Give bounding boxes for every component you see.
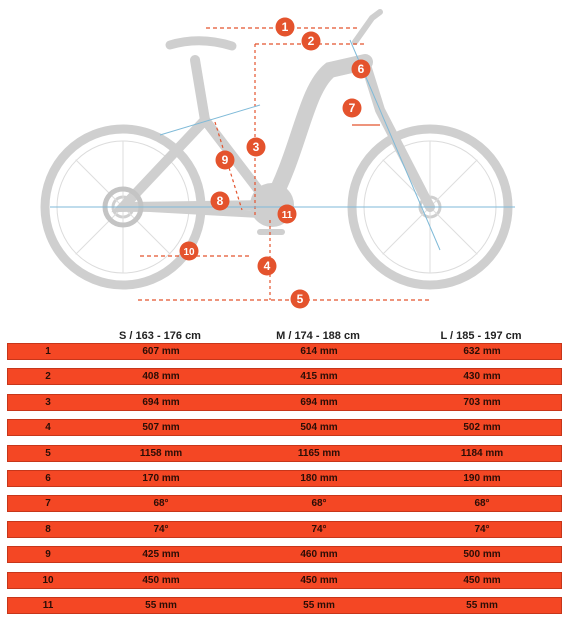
marker-7: 7 <box>342 98 362 118</box>
handlebar <box>352 9 383 45</box>
table-row: 11 55 mm 55 mm 55 mm <box>7 597 562 614</box>
table-cell: 1184 mm <box>460 447 504 459</box>
marker-group: 1 2 3 4 5 6 7 8 9 10 11 <box>179 17 371 309</box>
column-header-s: S / 163 - 176 cm <box>119 330 201 342</box>
marker-3: 3 <box>246 137 266 157</box>
table-cell: 180 mm <box>300 473 338 484</box>
table-row: 8 74° 74° 74° <box>7 520 562 538</box>
marker-label: 10 <box>183 247 195 258</box>
table-cell: 504 mm <box>300 422 338 434</box>
table-cell: 55 mm <box>145 600 177 611</box>
marker-4: 4 <box>257 256 277 276</box>
marker-circle <box>290 289 310 309</box>
marker-circle <box>179 241 199 261</box>
marker-6: 6 <box>351 59 371 79</box>
bike-illustration <box>40 9 513 290</box>
row-number: 11 <box>42 600 54 611</box>
marker-label: 6 <box>358 62 365 76</box>
marker-1: 1 <box>275 17 295 37</box>
row-number: 9 <box>45 549 51 561</box>
table-cell: 55 mm <box>466 600 498 611</box>
table-cell: 74° <box>311 523 327 535</box>
bike-geometry-diagram: 1 2 3 4 5 6 7 8 9 10 11 <box>40 9 515 309</box>
marker-circle <box>215 150 235 170</box>
table-cell: 170 mm <box>142 473 180 484</box>
marker-circle <box>342 98 362 118</box>
table-cell: 68° <box>311 498 327 510</box>
marker-9: 9 <box>215 150 235 170</box>
bike-frame <box>111 112 281 213</box>
marker-circle <box>210 191 230 211</box>
table-cell: 430 mm <box>463 371 501 383</box>
table-row: 3 694 mm 694 mm 703 mm <box>7 393 562 411</box>
table-cell: 460 mm <box>300 549 338 561</box>
table-cell: 450 mm <box>463 574 501 586</box>
row-number: 3 <box>45 396 51 408</box>
marker-label: 9 <box>222 153 229 167</box>
table-cell: 425 mm <box>142 549 180 561</box>
row-number: 10 <box>42 574 54 586</box>
table-cell: 614 mm <box>300 346 338 357</box>
marker-label: 1 <box>282 20 289 34</box>
table-row: 10 450 mm 450 mm 450 mm <box>7 571 562 589</box>
marker-circle <box>277 204 297 224</box>
table-cell: 55 mm <box>303 600 335 611</box>
saddle <box>165 36 237 51</box>
table-cell: 632 mm <box>463 346 501 357</box>
marker-circle <box>257 256 277 276</box>
marker-label: 11 <box>282 210 293 221</box>
table-cell: 703 mm <box>463 396 501 408</box>
row-number: 7 <box>45 498 51 510</box>
marker-circle <box>275 17 295 37</box>
marker-5: 5 <box>290 289 310 309</box>
table-cell: 408 mm <box>142 371 180 383</box>
marker-2: 2 <box>301 31 321 51</box>
marker-8: 8 <box>210 191 230 211</box>
row-number: 5 <box>45 447 51 459</box>
marker-label: 5 <box>297 292 304 306</box>
marker-circle <box>301 31 321 51</box>
table-cell: 450 mm <box>300 574 338 586</box>
table-cell: 415 mm <box>300 371 338 383</box>
column-header-m: M / 174 - 188 cm <box>276 330 360 342</box>
marker-circle <box>351 59 371 79</box>
marker-circle <box>246 137 266 157</box>
row-number: 1 <box>45 346 51 357</box>
table-cell: 1158 mm <box>139 447 183 459</box>
table-row: 7 68° 68° 68° <box>7 495 562 513</box>
table-cell: 450 mm <box>142 574 180 586</box>
marker-label: 3 <box>253 140 260 154</box>
table-row: 9 425 mm 460 mm 500 mm <box>7 546 562 564</box>
table-cell: 68° <box>474 498 490 510</box>
marker-label: 7 <box>349 101 356 115</box>
table-row: 5 1158 mm 1165 mm 1184 mm <box>7 444 562 462</box>
table-cell: 502 mm <box>463 422 501 434</box>
table-cell: 190 mm <box>463 473 501 484</box>
row-number: 8 <box>45 523 51 535</box>
table-row: 2 408 mm 415 mm 430 mm <box>7 368 562 386</box>
row-number: 2 <box>45 371 51 383</box>
row-number: 6 <box>45 473 51 484</box>
table-cell: 694 mm <box>300 396 338 408</box>
table-cell: 694 mm <box>142 396 180 408</box>
table-cell: 74° <box>153 523 169 535</box>
marker-label: 8 <box>217 194 224 208</box>
column-header-l: L / 185 - 197 cm <box>440 330 522 342</box>
table-row: 4 507 mm 504 mm 502 mm <box>7 419 562 437</box>
table-row: 1 607 mm 614 mm 632 mm <box>7 343 562 360</box>
table-cell: 500 mm <box>463 549 501 561</box>
table-cell: 74° <box>474 523 490 535</box>
table-cell: 507 mm <box>142 422 180 434</box>
table-cell: 607 mm <box>142 346 180 357</box>
marker-label: 4 <box>264 259 271 273</box>
row-number: 4 <box>45 422 51 434</box>
table-cell: 68° <box>153 498 169 510</box>
table-row: 6 170 mm 180 mm 190 mm <box>7 470 562 487</box>
marker-11: 11 <box>277 204 297 224</box>
marker-10: 10 <box>179 241 199 261</box>
marker-label: 2 <box>308 34 315 48</box>
table-cell: 1165 mm <box>297 447 341 459</box>
